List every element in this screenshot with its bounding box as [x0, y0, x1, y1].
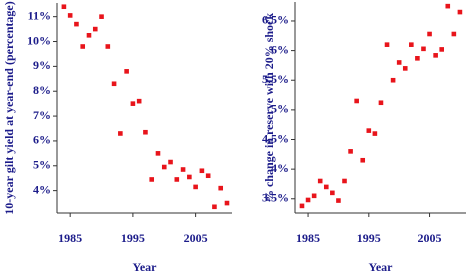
point — [67, 13, 73, 18]
y-tick-label: 4.5% — [262, 131, 289, 145]
point — [149, 177, 155, 182]
point — [402, 66, 408, 71]
point — [390, 77, 396, 83]
point — [415, 56, 420, 61]
point — [323, 184, 329, 190]
point — [199, 168, 205, 174]
x-tick-label: 2005 — [418, 231, 442, 245]
y-tick-label: 5% — [271, 102, 289, 116]
point — [330, 190, 335, 196]
point — [111, 81, 117, 87]
point — [336, 198, 341, 203]
point — [317, 178, 323, 184]
x-tick-label: 1995 — [357, 231, 381, 245]
y-tick-label: 8% — [33, 83, 51, 97]
point — [396, 60, 402, 65]
point — [130, 101, 136, 106]
point — [124, 69, 129, 74]
point — [384, 42, 390, 47]
point — [354, 98, 359, 104]
y-tick-label: 5% — [33, 158, 51, 172]
y-axis-title: 10-year gilt yield at year-end (percenta… — [2, 1, 16, 214]
point — [205, 173, 211, 179]
point — [136, 98, 142, 104]
point — [409, 42, 414, 47]
point — [366, 128, 372, 133]
y-tick-label: 6% — [271, 42, 289, 56]
point — [74, 21, 79, 27]
point — [427, 31, 432, 37]
y-tick-label: 11% — [28, 8, 51, 22]
point — [99, 14, 104, 19]
point — [143, 129, 148, 135]
point — [105, 44, 111, 49]
y-axis-title: % change in reserve with 20% shock — [262, 13, 276, 202]
point — [118, 131, 123, 136]
point — [439, 47, 445, 52]
y-tick-label: 4% — [271, 161, 289, 175]
point — [155, 151, 161, 156]
point — [342, 178, 347, 184]
point — [180, 167, 186, 172]
y-tick-label: 7% — [33, 108, 51, 122]
point — [161, 164, 167, 170]
point — [187, 174, 192, 180]
point — [457, 9, 463, 15]
point — [61, 4, 67, 10]
y-tick-label: 5.5% — [262, 72, 289, 86]
point — [451, 31, 457, 37]
point — [193, 184, 198, 190]
point — [445, 3, 451, 9]
x-tick-label: 1995 — [121, 231, 145, 245]
point — [174, 177, 180, 182]
x-axis-title: Year — [369, 260, 394, 274]
point — [86, 33, 92, 38]
point — [360, 157, 366, 163]
x-axis-title: Year — [133, 260, 158, 274]
point — [80, 44, 86, 49]
point — [433, 53, 438, 58]
point — [224, 200, 230, 206]
point — [372, 131, 378, 136]
point — [311, 193, 317, 199]
point — [92, 26, 98, 32]
x-tick-label: 1985 — [296, 231, 320, 245]
y-tick-label: 6% — [33, 133, 51, 147]
x-tick-label: 1985 — [58, 231, 82, 245]
x-tick-label: 2005 — [184, 231, 208, 245]
point — [421, 46, 426, 52]
point — [305, 197, 311, 203]
y-tick-label: 4% — [33, 182, 51, 196]
y-tick-label: 9% — [33, 58, 51, 72]
point — [348, 149, 353, 154]
y-tick-label: 3.5% — [262, 191, 289, 205]
y-tick-label: 6.5% — [262, 13, 289, 27]
point — [212, 204, 217, 210]
point — [168, 159, 173, 165]
point — [299, 203, 305, 209]
point — [378, 100, 384, 106]
point — [218, 185, 224, 191]
y-tick-label: 10% — [27, 33, 51, 47]
